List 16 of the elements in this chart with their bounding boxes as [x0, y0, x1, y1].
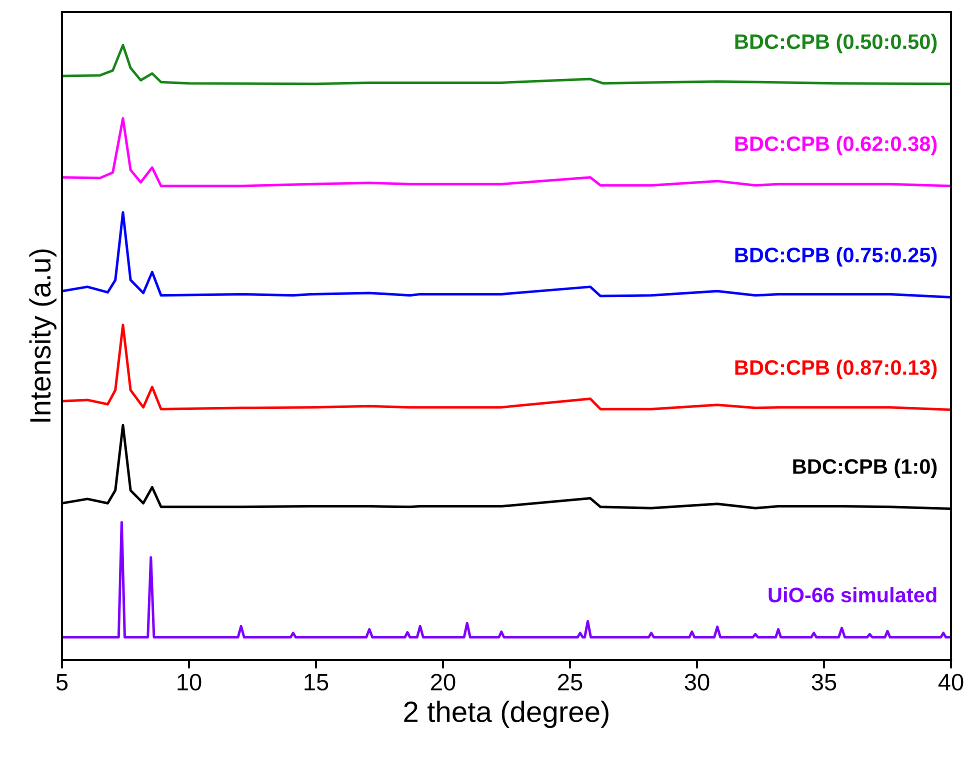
- series-label: UiO-66 simulated: [768, 587, 936, 602]
- x-tick-label: 40: [938, 674, 964, 691]
- series-label: BDC:CPB (0.50:0.50): [735, 34, 937, 54]
- x-tick-label: 30: [684, 674, 710, 691]
- x-tick-label: 10: [178, 674, 202, 691]
- series-label: BDC:CPB (0.75:0.25): [735, 247, 937, 267]
- series-label: BDC:CPB (0.62:0.38): [735, 136, 937, 156]
- x-tick-label: 5: [56, 674, 68, 691]
- series-label: BDC:CPB (0.87:0.13): [735, 360, 937, 380]
- x-tick-label: 35: [812, 674, 836, 691]
- y-axis-title: Intensity (a.u): [29, 249, 56, 422]
- x-tick-label: 15: [304, 674, 328, 691]
- x-tick-label: 20: [431, 674, 456, 691]
- x-axis-title: 2 theta (degree): [404, 700, 608, 728]
- x-tick-label: 25: [558, 674, 582, 691]
- series-label: BDC:CPB (1:0): [793, 458, 937, 478]
